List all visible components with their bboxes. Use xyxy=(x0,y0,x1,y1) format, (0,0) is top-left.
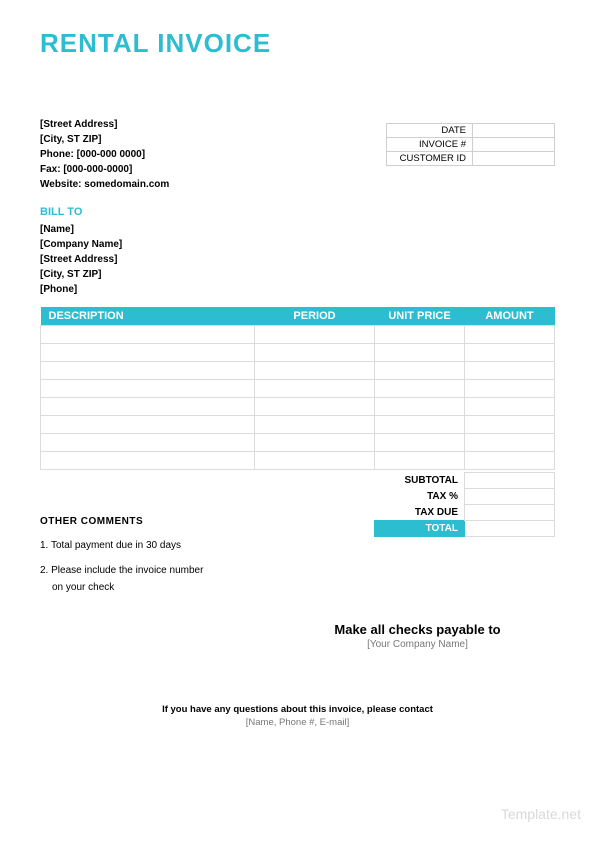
total-value[interactable] xyxy=(465,521,555,537)
table-cell[interactable] xyxy=(465,398,555,416)
table-cell[interactable] xyxy=(255,326,375,344)
table-cell[interactable] xyxy=(41,434,255,452)
table-cell[interactable] xyxy=(465,362,555,380)
watermark-text: Template.net xyxy=(501,806,581,822)
taxdue-value[interactable] xyxy=(465,505,555,521)
footer-block: If you have any questions about this inv… xyxy=(40,704,555,728)
comments-block: OTHER COMMENTS 1. Total payment due in 3… xyxy=(40,516,203,596)
meta-customer-value[interactable] xyxy=(473,152,555,166)
comment-2a: 2. Please include the invoice number xyxy=(40,562,203,579)
meta-invoice-label: INVOICE # xyxy=(387,138,473,152)
bill-to-phone: [Phone] xyxy=(40,282,160,297)
table-cell[interactable] xyxy=(465,380,555,398)
table-cell[interactable] xyxy=(255,362,375,380)
comments-heading: OTHER COMMENTS xyxy=(40,516,203,527)
table-cell[interactable] xyxy=(255,344,375,362)
bill-to-street: [Street Address] xyxy=(40,252,160,267)
table-cell[interactable] xyxy=(41,362,255,380)
table-cell[interactable] xyxy=(41,344,255,362)
table-row xyxy=(41,344,555,362)
payable-block: Make all checks payable to [Your Company… xyxy=(280,622,555,650)
meta-date-label: DATE xyxy=(387,124,473,138)
comments-list: 1. Total payment due in 30 days 2. Pleas… xyxy=(40,537,203,596)
payable-heading: Make all checks payable to xyxy=(280,622,555,637)
bill-to-city: [City, ST ZIP] xyxy=(40,267,160,282)
table-cell[interactable] xyxy=(375,452,465,470)
taxdue-label: TAX DUE xyxy=(375,505,465,521)
table-cell[interactable] xyxy=(375,344,465,362)
table-cell[interactable] xyxy=(41,326,255,344)
table-cell[interactable] xyxy=(465,452,555,470)
col-amount: AMOUNT xyxy=(465,307,555,326)
from-address-block: [Street Address] [City, ST ZIP] Phone: [… xyxy=(40,117,169,192)
col-unit-price: UNIT PRICE xyxy=(375,307,465,326)
table-cell[interactable] xyxy=(255,452,375,470)
bottom-row: OTHER COMMENTS 1. Total payment due in 3… xyxy=(40,470,555,596)
table-cell[interactable] xyxy=(255,416,375,434)
table-row xyxy=(41,362,555,380)
from-phone: Phone: [000-000 0000] xyxy=(40,147,169,162)
col-period: PERIOD xyxy=(255,307,375,326)
invoice-title: RENTAL INVOICE xyxy=(40,28,555,59)
table-cell[interactable] xyxy=(255,380,375,398)
table-row xyxy=(41,434,555,452)
from-fax: Fax: [000-000-0000] xyxy=(40,162,169,177)
col-description: DESCRIPTION xyxy=(41,307,255,326)
total-label: TOTAL xyxy=(375,521,465,537)
meta-date-value[interactable] xyxy=(473,124,555,138)
bill-to-block: [Name] [Company Name] [Street Address] [… xyxy=(40,222,160,297)
taxpct-label: TAX % xyxy=(375,489,465,505)
table-cell[interactable] xyxy=(255,398,375,416)
comment-1: 1. Total payment due in 30 days xyxy=(40,537,203,554)
table-row xyxy=(41,398,555,416)
from-website: Website: somedomain.com xyxy=(40,177,169,192)
table-cell[interactable] xyxy=(465,416,555,434)
table-cell[interactable] xyxy=(375,380,465,398)
comment-2b: on your check xyxy=(40,579,203,596)
bill-to-company: [Company Name] xyxy=(40,237,160,252)
totals-block: SUBTOTAL TAX % TAX DUE TOTAL xyxy=(374,472,555,596)
meta-customer-label: CUSTOMER ID xyxy=(387,152,473,166)
table-cell[interactable] xyxy=(465,344,555,362)
bill-to-heading: BILL TO xyxy=(40,206,555,218)
table-cell[interactable] xyxy=(255,434,375,452)
table-cell[interactable] xyxy=(465,434,555,452)
table-cell[interactable] xyxy=(375,362,465,380)
table-cell[interactable] xyxy=(375,416,465,434)
table-header-row: DESCRIPTION PERIOD UNIT PRICE AMOUNT xyxy=(41,307,555,326)
table-cell[interactable] xyxy=(375,434,465,452)
from-street: [Street Address] xyxy=(40,117,169,132)
payable-company: [Your Company Name] xyxy=(280,639,555,650)
top-row: [Street Address] [City, ST ZIP] Phone: [… xyxy=(40,117,555,192)
footer-contact-prompt: If you have any questions about this inv… xyxy=(40,704,555,715)
table-cell[interactable] xyxy=(375,326,465,344)
invoice-meta-table: DATE INVOICE # CUSTOMER ID xyxy=(386,123,555,166)
table-cell[interactable] xyxy=(41,416,255,434)
table-row xyxy=(41,416,555,434)
taxpct-value[interactable] xyxy=(465,489,555,505)
bill-to-name: [Name] xyxy=(40,222,160,237)
line-items-table: DESCRIPTION PERIOD UNIT PRICE AMOUNT xyxy=(40,307,555,470)
table-cell[interactable] xyxy=(41,380,255,398)
subtotal-label: SUBTOTAL xyxy=(375,473,465,489)
table-row xyxy=(41,380,555,398)
table-cell[interactable] xyxy=(465,326,555,344)
table-body xyxy=(41,326,555,470)
table-row xyxy=(41,326,555,344)
from-city: [City, ST ZIP] xyxy=(40,132,169,147)
meta-invoice-value[interactable] xyxy=(473,138,555,152)
table-cell[interactable] xyxy=(41,398,255,416)
subtotal-value[interactable] xyxy=(465,473,555,489)
footer-contact-details: [Name, Phone #, E-mail] xyxy=(40,717,555,728)
table-cell[interactable] xyxy=(375,398,465,416)
table-cell[interactable] xyxy=(41,452,255,470)
table-row xyxy=(41,452,555,470)
